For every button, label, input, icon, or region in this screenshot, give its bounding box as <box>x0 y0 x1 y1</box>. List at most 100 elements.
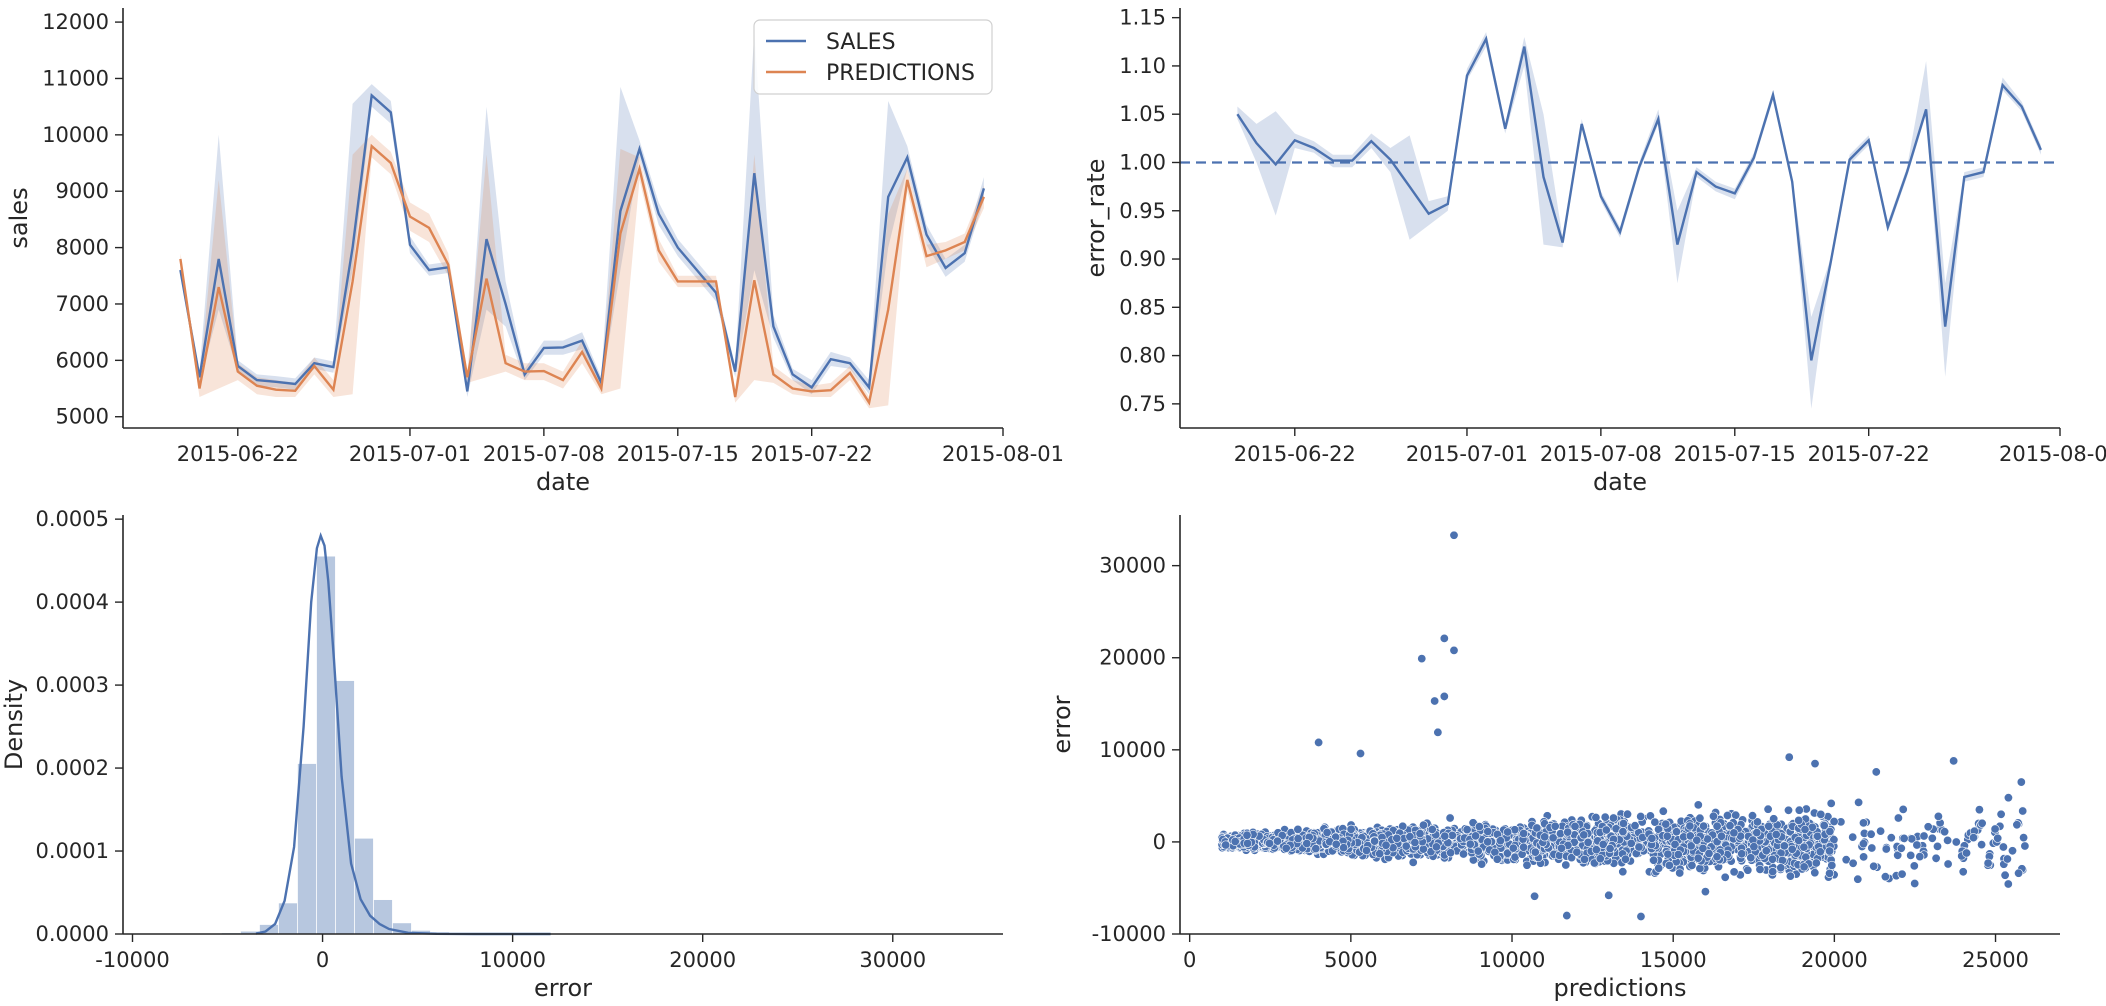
scatter-point <box>1996 809 2006 819</box>
scatter-point <box>1737 849 1747 859</box>
legend-label-predictions: PREDICTIONS <box>826 61 975 86</box>
scatter-point <box>1951 837 1961 847</box>
x-tick-label: 2015-07-22 <box>751 442 873 466</box>
scatter-point <box>1634 842 1644 852</box>
scatter-point <box>1619 818 1629 828</box>
scatter-point <box>1695 813 1705 823</box>
histogram-bar <box>392 923 412 934</box>
scatter-point <box>1449 645 1459 655</box>
scatter-point <box>1827 860 1837 870</box>
y-tick-label: -10000 <box>1092 922 1166 946</box>
x-tick-label: 20000 <box>669 948 736 972</box>
scatter-point <box>1898 804 1908 814</box>
scatter-point <box>1473 846 1483 856</box>
scatter-point <box>1530 891 1540 901</box>
scatter-point <box>1410 837 1420 847</box>
scatter-point <box>1897 869 1907 879</box>
series-line-predictions <box>179 143 986 406</box>
scatter-point <box>1427 824 1437 834</box>
scatter-point <box>1392 833 1402 843</box>
scatter-point <box>2019 833 2029 843</box>
scatter-point <box>1446 848 1456 858</box>
scatter-point <box>1899 833 1909 843</box>
scatter-point <box>1530 847 1540 857</box>
scatter-point <box>1439 633 1449 643</box>
x-tick-label: 2015-07-08 <box>1540 442 1662 466</box>
scatter-point <box>1825 826 1835 836</box>
scatter-point <box>1462 825 1472 835</box>
scatter-point <box>1242 830 1252 840</box>
scatter-point <box>1563 827 1573 837</box>
x-axis-label: date <box>536 468 590 496</box>
scatter-point <box>1408 857 1418 867</box>
y-tick-label: 0.0000 <box>36 922 109 946</box>
scatter-point <box>1829 835 1839 845</box>
scatter-point <box>1636 811 1646 821</box>
scatter-point <box>1445 813 1455 823</box>
scatter-point <box>1314 737 1324 747</box>
scatter-point <box>1419 820 1429 830</box>
scatter-point <box>1962 848 1972 858</box>
scatter-point <box>1755 864 1765 874</box>
x-tick-label: 10000 <box>1479 948 1546 972</box>
scatter-point <box>1800 824 1810 834</box>
scatter-point <box>1673 849 1683 859</box>
scatter-point <box>1375 849 1385 859</box>
scatter-point <box>1794 805 1804 815</box>
scatter-point <box>1561 860 1571 870</box>
scatter-point <box>1859 839 1869 849</box>
scatter-point <box>1621 854 1631 864</box>
scatter-point <box>2020 841 2030 851</box>
scatter-point <box>1748 811 1758 821</box>
scatter-point <box>1813 831 1823 841</box>
scatter-point <box>1503 848 1513 858</box>
scatter-point <box>1779 841 1789 851</box>
scatter-point <box>1550 821 1560 831</box>
scatter-point <box>1630 821 1640 831</box>
scatter-point <box>1810 868 1820 878</box>
scatter-point <box>1579 830 1589 840</box>
y-tick-label: 1.15 <box>1119 6 1166 30</box>
y-tick-label: 0.0003 <box>36 673 109 697</box>
scatter-point <box>1848 832 1858 842</box>
scatter-point <box>1370 836 1380 846</box>
y-tick-label: 30000 <box>1099 554 1166 578</box>
error-rate-line-chart: 0.75 0.80 0.85 0.90 0.95 1.00 1.05 1.10 1.15 2015… <box>1082 6 2106 496</box>
scatter-point <box>1807 822 1817 832</box>
scatter-point <box>1346 824 1356 834</box>
scatter-point <box>1764 821 1774 831</box>
scatter-point <box>1943 835 1953 845</box>
scatter-point <box>1776 863 1786 873</box>
scatter-point <box>1311 844 1321 854</box>
scatter-point <box>1496 836 1506 846</box>
y-tick-label: 1.10 <box>1119 54 1166 78</box>
x-tick-label: 2015-07-15 <box>617 442 739 466</box>
scatter-point <box>1777 855 1787 865</box>
scatter-point <box>1243 838 1253 848</box>
scatter-point <box>1699 821 1709 831</box>
scatter-point <box>1829 816 1839 826</box>
y-tick-label: 10000 <box>42 123 109 147</box>
x-tick-label: 2015-08-01 <box>942 442 1064 466</box>
scatter-point <box>1949 756 1959 766</box>
scatter-point <box>1794 815 1804 825</box>
scatter-point <box>1474 822 1484 832</box>
scatter-point <box>1322 827 1332 837</box>
scatter-point <box>1647 833 1657 843</box>
scatter-point <box>1977 840 1987 850</box>
scatter-point <box>1998 842 2008 852</box>
y-tick-label: 0.0001 <box>36 839 109 863</box>
scatter-point <box>1557 843 1567 853</box>
histogram-bar <box>316 556 336 934</box>
scatter-point <box>1752 817 1762 827</box>
y-tick-label: 9000 <box>56 179 109 203</box>
y-tick-label: 6000 <box>56 348 109 372</box>
scatter-point <box>1281 843 1291 853</box>
scatter-point <box>1749 842 1759 852</box>
y-axis-label: error <box>1048 695 1076 753</box>
scatter-point <box>1933 841 1943 851</box>
scatter-point <box>1439 691 1449 701</box>
scatter-point <box>1654 824 1664 834</box>
series-line-error-rate <box>1236 35 2042 361</box>
scatter-point <box>2003 879 2013 889</box>
